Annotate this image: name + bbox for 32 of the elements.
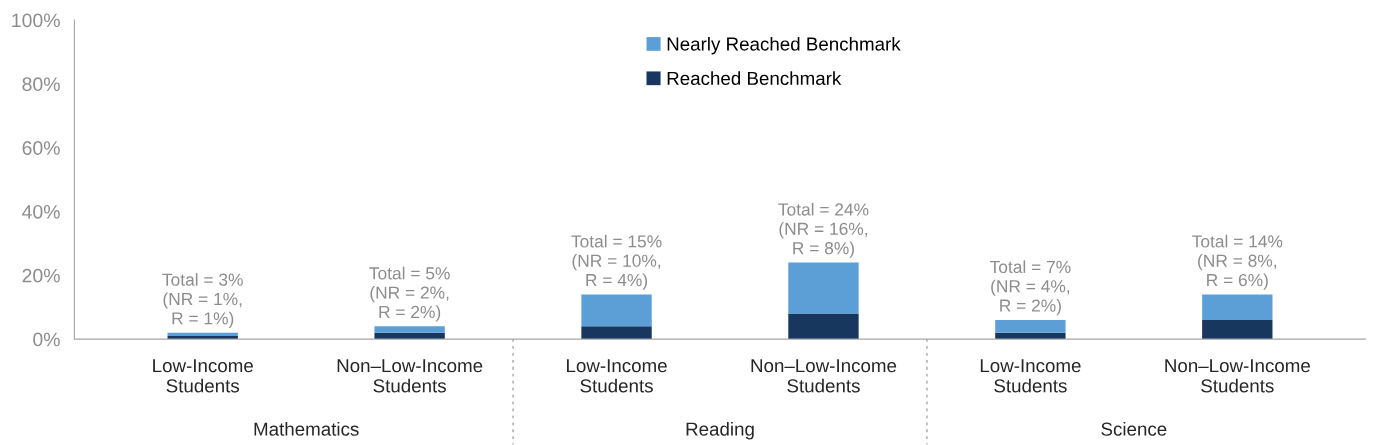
bar: [1202, 319, 1273, 340]
legend-label: Nearly Reached Benchmark: [667, 36, 901, 55]
total-label: Total = 3% (NR = 1%, R = 1%): [162, 273, 243, 328]
total-label: Total = 15% (NR = 10%, R = 4%): [571, 234, 662, 290]
x-tick-label: Non–Low-Income Students: [1165, 359, 1310, 393]
y-tick-label: 60%: [22, 141, 60, 155]
text: Science: [1101, 422, 1167, 436]
y-tick-label: 0%: [33, 332, 60, 347]
total-label: Total = 7% (NR = 4%, R = 2%): [990, 260, 1071, 316]
bar: [788, 313, 859, 340]
bar: [374, 326, 445, 333]
y-tick-label: 80%: [22, 77, 60, 92]
x-tick-label: Low-Income Students: [567, 359, 667, 393]
bar: [1202, 294, 1273, 320]
total-label: Total = 24% (NR = 16%, R = 8%): [778, 202, 869, 258]
x-tick-label: Non–Low-Income Students: [751, 359, 897, 393]
legend-label: Reached Benchmark: [667, 71, 842, 86]
x-tick-label: Non–Low-Income Students: [337, 359, 483, 393]
x-tick-label: Low-Income Students: [980, 359, 1081, 393]
total-label: Total = 14% (NR = 8%, R = 6%): [1192, 234, 1283, 290]
bar: [581, 294, 652, 327]
bar: [581, 326, 652, 340]
text: Reading: [686, 422, 754, 440]
y-tick-label: 20%: [22, 268, 60, 283]
bar: [167, 332, 238, 336]
text: Mathematics: [254, 422, 359, 436]
x-tick-label: Low-Income Students: [153, 359, 253, 393]
y-tick-label: 100%: [12, 13, 60, 28]
y-tick-label: 40%: [22, 204, 60, 219]
total-label: Total = 5% (NR = 2%, R = 2%): [369, 266, 450, 322]
bar: [788, 262, 859, 314]
bar: [995, 319, 1066, 333]
